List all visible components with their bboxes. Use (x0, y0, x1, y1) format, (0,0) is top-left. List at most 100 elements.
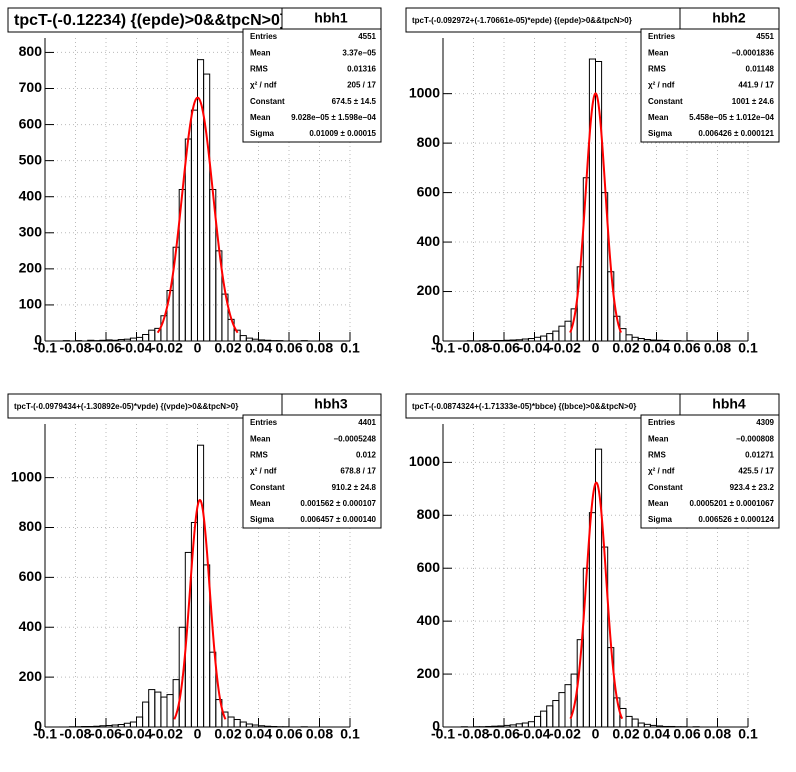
y-tick-label: 0 (432, 718, 440, 734)
title-box (405, 7, 681, 33)
stats-label: Sigma (648, 515, 673, 524)
y-tick-label: 1000 (409, 453, 440, 469)
fit-curve (173, 498, 227, 720)
x-tick-label: 0 (194, 726, 202, 742)
y-tick-label: 700 (19, 79, 43, 95)
title: tpcT-(-0.0874324+(-1.71333e-05)*bbce) {(… (412, 402, 636, 411)
x-tick-label: -0.1 (431, 726, 455, 742)
histogram-bin (209, 651, 217, 728)
y-tick-label: 600 (19, 115, 43, 131)
x-tick-label: 0.08 (306, 726, 333, 742)
y-tick-label: 800 (19, 518, 43, 534)
x-tick-label: -0.02 (549, 340, 581, 356)
histogram-bin (656, 339, 664, 342)
title: tpcT-(-0.0979434+(-1.30892e-05)*vpde) {(… (14, 402, 238, 411)
stats-value: 5.458e−05 ± 1.012e−04 (689, 113, 774, 122)
stats-label: RMS (250, 64, 268, 73)
stats-label: Mean (250, 113, 271, 122)
histogram-bin (540, 710, 548, 728)
y-tick-label: 600 (19, 568, 43, 584)
histogram-bin (662, 725, 670, 728)
histogram-bin (558, 692, 566, 728)
x-tick-label: -0.08 (60, 726, 92, 742)
stats-label: Mean (648, 113, 669, 122)
histogram-bin (649, 339, 657, 342)
stats-label: Constant (648, 483, 683, 492)
title-box (405, 393, 681, 419)
histogram-bin (264, 339, 272, 342)
x-tick-label: 0.02 (214, 340, 241, 356)
stats-value: 923.4 ± 23.2 (730, 483, 775, 492)
stats-value: 0.01271 (745, 450, 774, 459)
stats-label: χ² / ndf (250, 467, 277, 476)
stats-value: 425.5 / 17 (738, 467, 774, 476)
histogram-bin (190, 109, 198, 342)
x-tick-label: -0.02 (151, 726, 183, 742)
fit-curve (569, 92, 622, 333)
stats-box (640, 28, 780, 143)
histogram-bin (588, 512, 596, 728)
stats-label: Sigma (250, 515, 275, 524)
x-tick-label: 0.06 (673, 340, 700, 356)
stats-value: 674.5 ± 14.5 (332, 97, 377, 106)
stats-label: χ² / ndf (250, 81, 277, 90)
stats-value: 910.2 ± 24.8 (332, 483, 377, 492)
x-tick-label: 0.04 (643, 726, 670, 742)
histogram-bin (485, 725, 493, 728)
stats-name: hbh3 (314, 396, 348, 412)
stats-value: 0.01148 (746, 64, 775, 73)
stats-label: χ² / ndf (648, 467, 675, 476)
x-tick-label: 0.1 (340, 726, 360, 742)
x-tick-label: 0.06 (673, 726, 700, 742)
histogram-bin (142, 701, 150, 728)
stats-label: RMS (648, 64, 666, 73)
x-tick-label: 0 (592, 726, 600, 742)
x-tick-label: -0.1 (431, 340, 455, 356)
x-tick-label: 0 (592, 340, 600, 356)
stats-value: 0.001562 ± 0.000107 (300, 499, 376, 508)
x-tick-label: -0.1 (33, 340, 57, 356)
stats-value: 441.9 / 17 (738, 81, 774, 90)
x-tick-label: 0.02 (214, 726, 241, 742)
stats-label: Mean (250, 434, 271, 443)
y-tick-label: 600 (417, 183, 441, 199)
stats-label: Entries (250, 418, 278, 427)
stats-value: 0.0005201 ± 0.0001067 (690, 499, 775, 508)
title-box (7, 7, 283, 33)
histogram-bin (166, 694, 174, 728)
stats-value: 4551 (756, 32, 774, 41)
stats-value: 4309 (756, 418, 774, 427)
stats-label: Mean (648, 48, 669, 57)
pad: -0.1 -0.08-0.06-0.04-0.02 0 0.02 0.04 0.06 0.0… (405, 393, 780, 742)
y-tick-label: 1000 (409, 84, 440, 100)
stats-value: −0.0001836 (732, 48, 775, 57)
x-tick-label: -0.08 (458, 726, 490, 742)
pad: -0.1 -0.08-0.06-0.04-0.02 0 0.02 0.04 0.06 0.0… (7, 7, 382, 356)
title: tpcT-(-0.12234) {(epde)>0&&tpcN>0} (14, 12, 286, 29)
x-tick-label: 0.04 (245, 726, 272, 742)
x-tick-label: -0.06 (90, 726, 122, 742)
histogram-bin (491, 725, 499, 728)
stats-value: 0.006426 ± 0.000121 (698, 129, 774, 138)
x-tick-label: -0.08 (458, 340, 490, 356)
y-tick-label: 200 (19, 668, 43, 684)
y-tick-label: 1000 (11, 468, 42, 484)
stats-box (640, 414, 780, 529)
stats-value: 4401 (358, 418, 376, 427)
y-tick-label: 800 (417, 134, 441, 150)
histogram-bin (184, 138, 192, 342)
stats-label: Sigma (648, 129, 673, 138)
x-tick-label: -0.04 (519, 726, 551, 742)
y-tick-label: 600 (417, 559, 441, 575)
x-tick-label: -0.04 (121, 726, 153, 742)
histogram-bin (564, 684, 572, 728)
y-tick-label: 400 (417, 233, 441, 249)
x-tick-label: 0.1 (340, 340, 360, 356)
fit-curve (156, 96, 239, 334)
stats-value: 0.012 (356, 450, 377, 459)
histogram-bin (509, 339, 517, 342)
y-tick-label: 200 (417, 665, 441, 681)
stats-value: 4551 (358, 32, 376, 41)
pad: -0.1 -0.08-0.06-0.04-0.02 0 0.02 0.04 0.06 0.0… (7, 393, 382, 742)
